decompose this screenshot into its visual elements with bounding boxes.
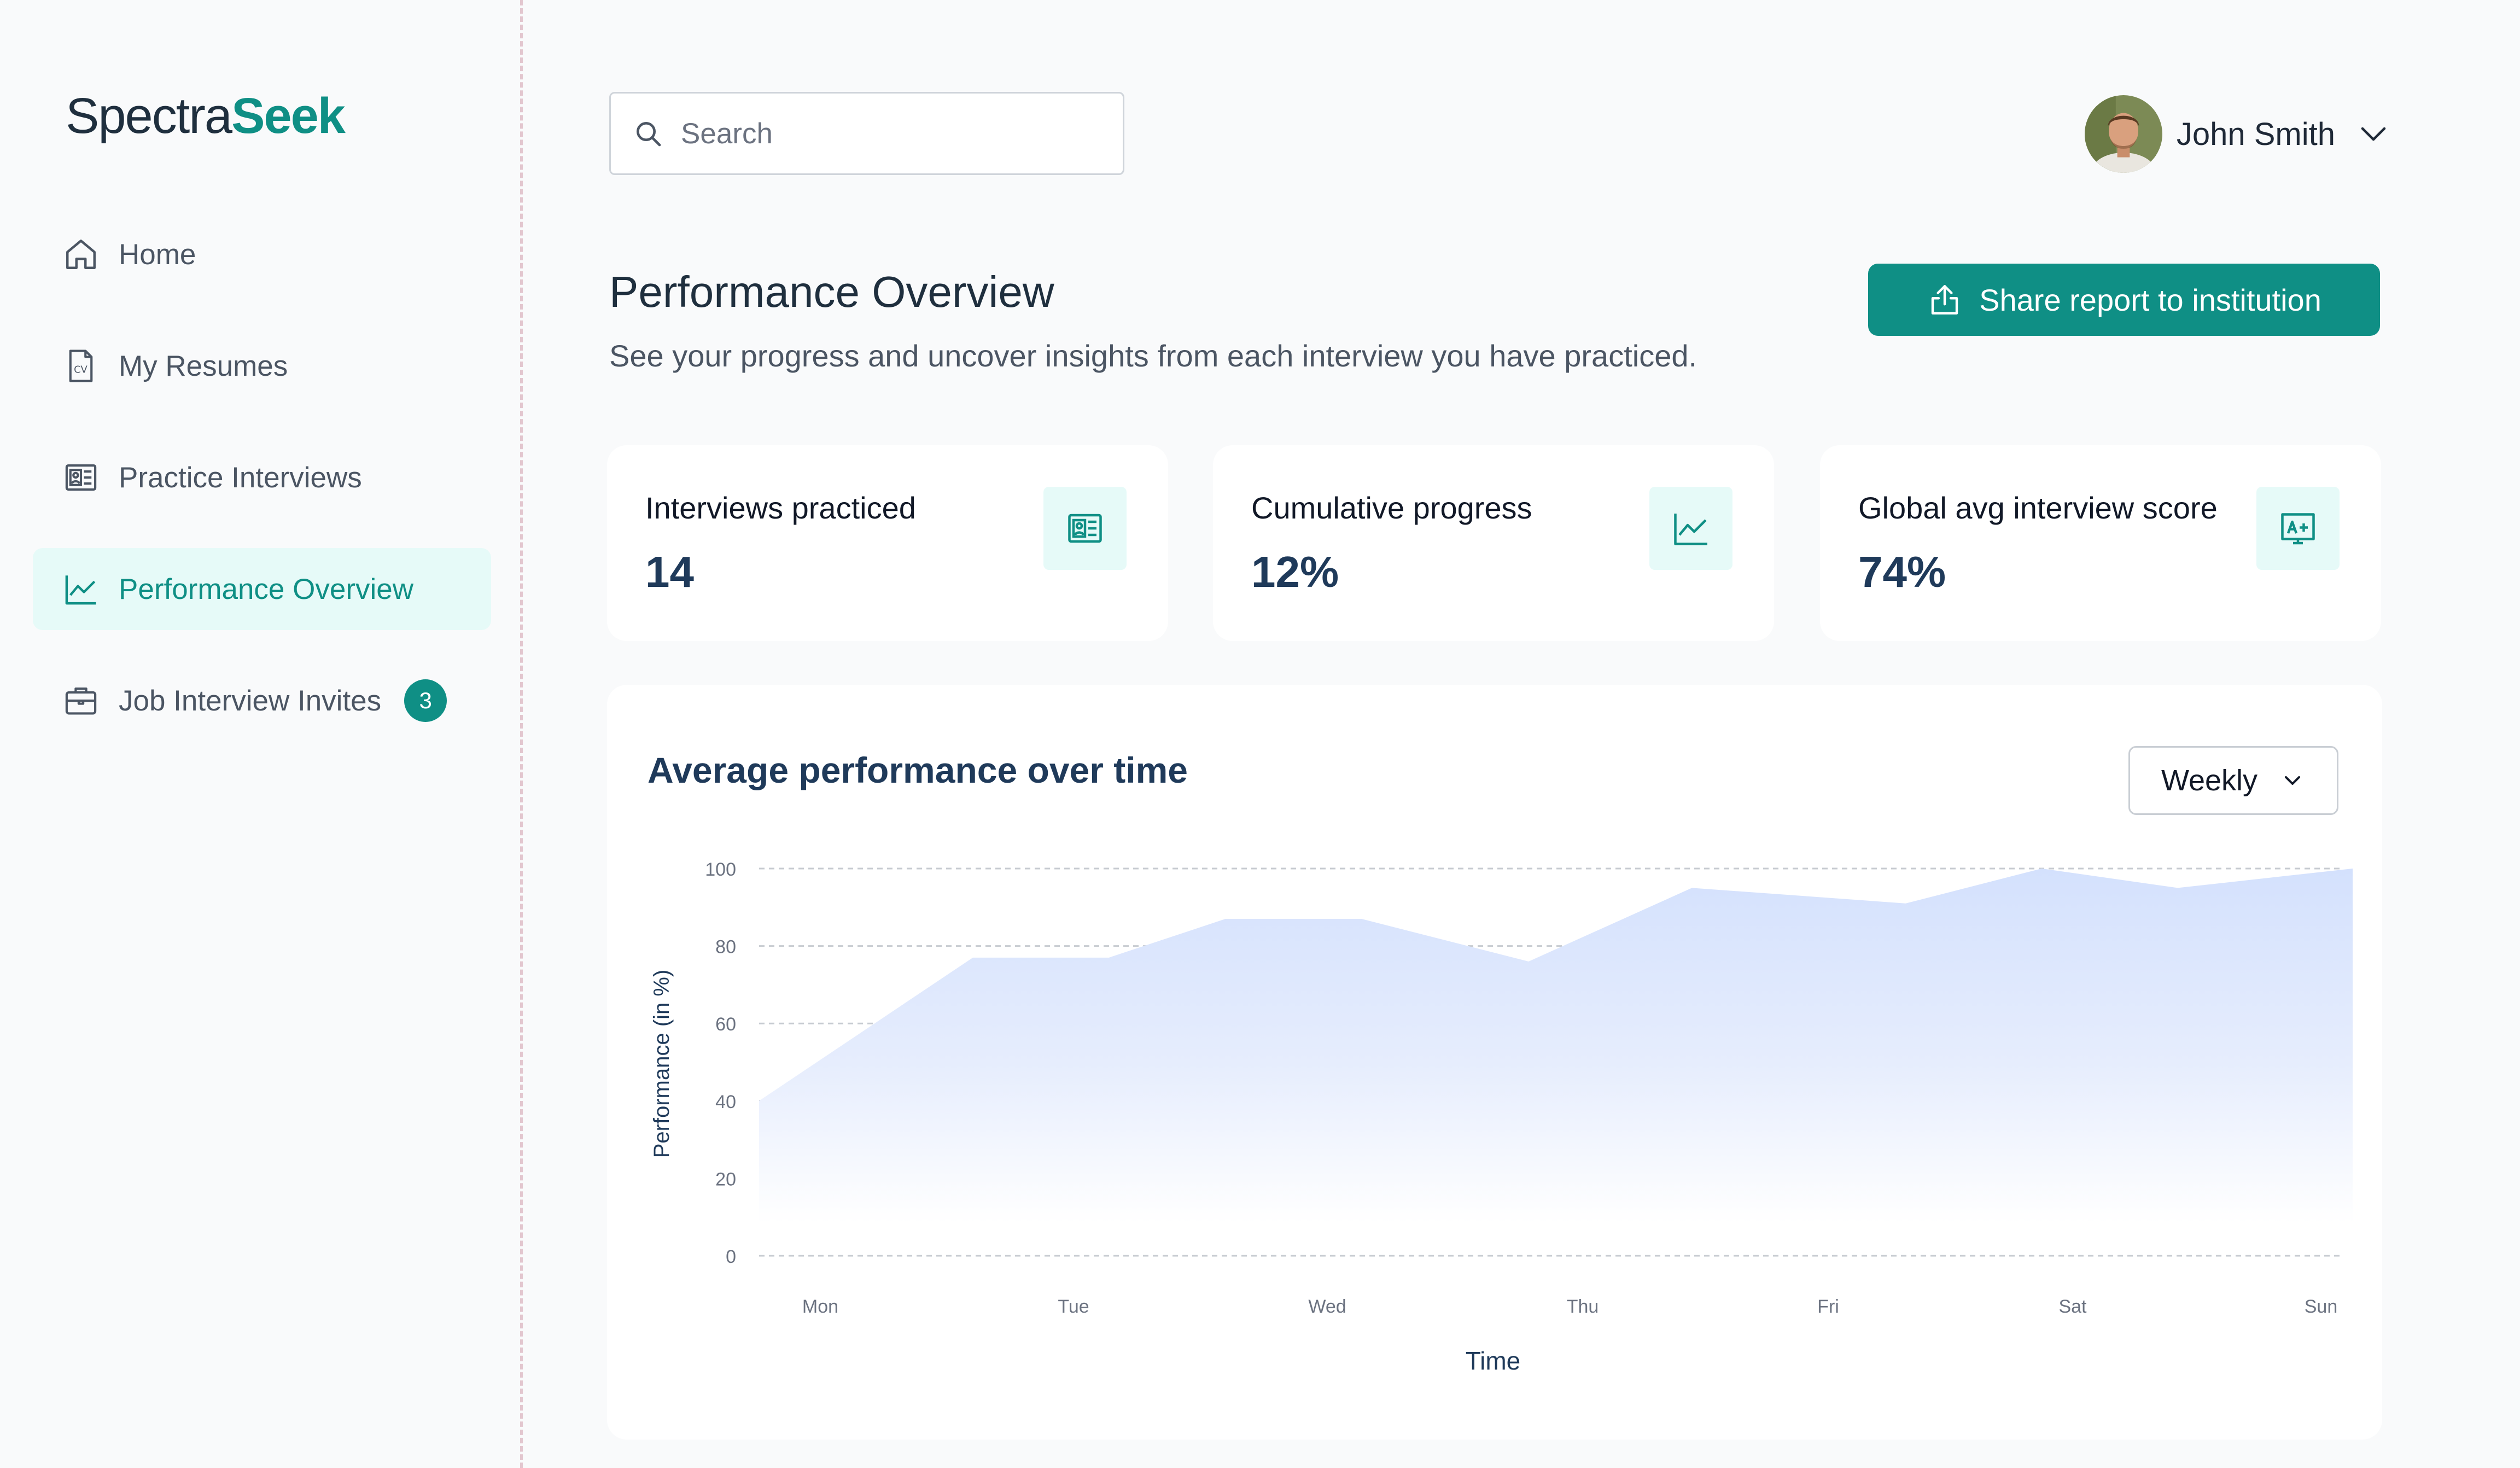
sidebar-item-label: Performance Overview [119,573,414,605]
chevron-down-icon[interactable] [2357,118,2390,150]
sidebar-item-practice-interviews[interactable]: Practice Interviews [33,436,491,519]
y-tick-label: 0 [726,1246,736,1267]
sidebar-item-label: Job Interview Invites [119,684,382,717]
stat-card-global-avg-score: Global avg interview score 74% [1820,445,2381,641]
x-tick-label: Wed [1308,1296,1346,1317]
search-icon [637,122,661,147]
grade-a-plus-icon [2256,487,2340,570]
search-box[interactable] [609,92,1124,175]
performance-chart-card: Average performance over time Weekly 0 20… [607,685,2382,1440]
page-title: Performance Overview [609,267,1054,316]
y-tick-label: 40 [715,1092,736,1112]
x-tick-label: Mon [802,1296,838,1317]
sidebar-item-home[interactable]: Home [33,213,491,295]
user-name: John Smith [2176,116,2335,152]
cv-file-icon: CV [63,348,99,384]
invites-count-badge: 3 [404,679,447,722]
share-icon [1931,285,1958,314]
sidebar-item-label: My Resumes [119,349,288,382]
chevron-down-icon [2285,776,2301,785]
home-icon [63,236,99,272]
y-tick-label: 20 [715,1169,736,1190]
briefcase-icon [63,683,99,719]
y-tick-label: 60 [715,1014,736,1035]
y-tick-label: 100 [705,859,736,880]
user-menu[interactable]: John Smith [2084,94,2390,174]
logo-text-spectra: Spectra [66,88,232,144]
sidebar: SpectraSeek Home CV My Resumes Practice … [0,0,523,1468]
x-tick-label: Sat [2058,1296,2087,1317]
x-tick-label: Tue [1058,1296,1089,1317]
x-tick-label: Fri [1817,1296,1839,1317]
period-select[interactable]: Weekly [2128,746,2338,815]
share-report-button[interactable]: Share report to institution [1868,264,2380,336]
search-input[interactable] [680,116,1109,151]
avatar[interactable] [2084,95,2162,173]
stat-label: Global avg interview score [1858,491,2218,525]
stat-card-cumulative-progress: Cumulative progress 12% [1213,445,1774,641]
stat-card-interviews-practiced: Interviews practiced 14 [607,445,1168,641]
sidebar-item-my-resumes[interactable]: CV My Resumes [33,325,491,407]
stat-value: 12% [1251,547,1339,596]
app-logo[interactable]: SpectraSeek [66,88,346,145]
svg-text:CV: CV [74,364,88,375]
chart-title: Average performance over time [648,750,1188,790]
performance-area-chart: 0 20 40 60 80 100 Mon Tue Wed Thu Fri Sat Sun Perfor… [650,859,2353,1375]
x-tick-label: Sun [2305,1296,2338,1317]
x-axis-label: Time [1466,1347,1521,1375]
performance-area-series [759,869,2353,1223]
sidebar-item-performance-overview[interactable]: Performance Overview [33,548,491,630]
x-tick-label: Thu [1567,1296,1599,1317]
sidebar-item-job-interview-invites[interactable]: Job Interview Invites 3 [33,660,491,742]
stat-label: Cumulative progress [1251,491,1532,525]
id-card-icon [1043,487,1127,570]
id-card-icon [63,459,99,496]
period-select-value: Weekly [2161,764,2258,797]
stat-label: Interviews practiced [645,491,916,525]
line-chart-icon [63,571,99,607]
y-tick-label: 80 [715,937,736,958]
logo-text-seek: Seek [231,88,346,144]
sidebar-item-label: Practice Interviews [119,461,362,494]
share-report-label: Share report to institution [1979,282,2321,317]
sidebar-item-label: Home [119,238,196,271]
page-subtitle: See your progress and uncover insights f… [609,339,1698,373]
stat-value: 14 [645,547,694,596]
stat-value: 74% [1858,547,1946,596]
line-chart-icon [1649,487,1732,570]
y-axis-label: Performance (in %) [650,970,674,1158]
